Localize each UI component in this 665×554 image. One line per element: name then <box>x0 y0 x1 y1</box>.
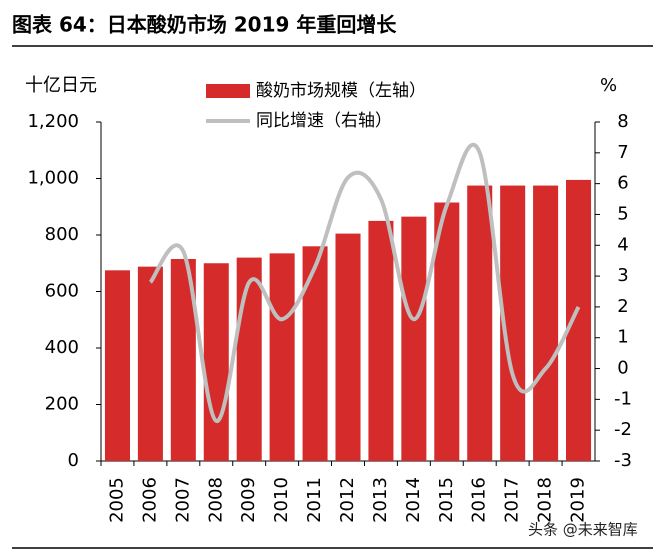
chart-title: 图表 64：日本酸奶市场 2019 年重回增长 <box>12 13 397 37</box>
y2-tick-label: 2 <box>617 296 628 317</box>
bar <box>401 216 427 461</box>
x-tick-label: 2014 <box>403 477 424 523</box>
bar <box>203 263 229 461</box>
y2-tick-label: 6 <box>617 173 628 194</box>
y2-tick-label: 8 <box>617 111 628 132</box>
bar <box>467 185 493 461</box>
bar <box>104 270 130 461</box>
bar <box>335 233 361 461</box>
bar <box>533 185 559 461</box>
bar <box>368 220 394 461</box>
y2-tick-label: 7 <box>617 142 628 163</box>
x-tick-label: 2008 <box>205 477 226 523</box>
bar <box>137 266 163 461</box>
x-tick-label: 2018 <box>535 477 556 523</box>
y2-tick-label: 4 <box>617 234 628 255</box>
x-tick-label: 2015 <box>436 477 457 523</box>
y2-tick-label: -3 <box>614 450 632 471</box>
bar <box>434 202 460 461</box>
x-tick-label: 2011 <box>304 477 325 523</box>
y-tick-label: 800 <box>45 224 79 245</box>
bar <box>566 179 592 461</box>
bar <box>302 246 328 461</box>
y-tick-label: 0 <box>68 450 79 471</box>
y-tick-label: 200 <box>45 394 79 415</box>
legend-label: 酸奶市场规模（左轴） <box>256 81 426 101</box>
legend-label: 同比增速（右轴） <box>256 111 392 131</box>
y-tick-label: 400 <box>45 337 79 358</box>
y2-tick-label: 5 <box>617 203 628 224</box>
x-tick-label: 2009 <box>238 477 259 523</box>
y-tick-label: 600 <box>45 281 79 302</box>
x-tick-label: 2006 <box>139 477 160 523</box>
y2-tick-label: 3 <box>617 265 628 286</box>
legend-swatch <box>206 84 250 98</box>
x-tick-label: 2010 <box>271 477 292 523</box>
line <box>148 142 581 423</box>
x-tick-label: 2013 <box>370 477 391 523</box>
y-tick-label: 1,200 <box>27 111 79 132</box>
y2-tick-label: 0 <box>617 358 628 379</box>
y2-tick-label: 1 <box>617 327 628 348</box>
y2-axis-label: % <box>600 75 617 96</box>
x-tick-label: 2016 <box>469 477 490 523</box>
x-tick-label: 2007 <box>172 477 193 523</box>
y-axis-label: 十亿日元 <box>25 75 97 96</box>
bar <box>236 257 262 461</box>
y2-tick-label: -2 <box>614 419 632 440</box>
y-tick-label: 1,000 <box>27 168 79 189</box>
y2-tick-label: -1 <box>614 388 632 409</box>
x-tick-label: 2012 <box>337 477 358 523</box>
watermark: 头条 @未来智库 <box>528 521 638 539</box>
x-tick-label: 2005 <box>106 477 127 523</box>
bar <box>269 253 295 461</box>
x-tick-label: 2017 <box>502 477 523 523</box>
x-tick-label: 2019 <box>568 477 589 523</box>
